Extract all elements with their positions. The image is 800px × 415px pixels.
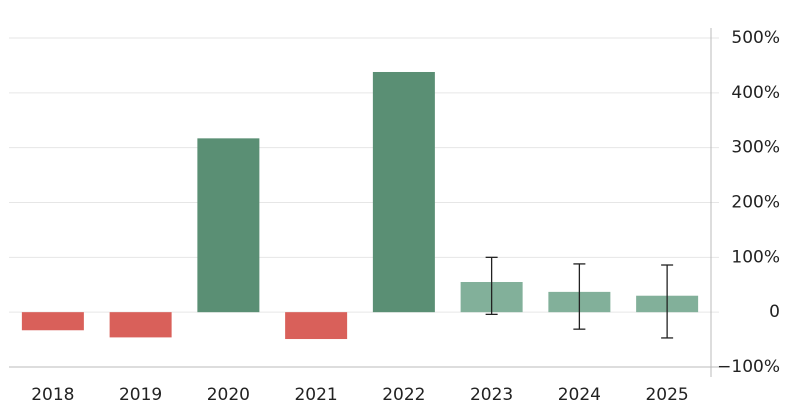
- y-tick-label: 400%: [731, 83, 780, 103]
- y-tick-label: 500%: [731, 28, 780, 48]
- x-tick-label: 2019: [119, 385, 162, 405]
- error-bar: [573, 263, 586, 330]
- x-tick-label: 2025: [645, 385, 688, 405]
- y-tick-label: −100%: [717, 357, 780, 377]
- x-tick-label: 2022: [382, 385, 425, 405]
- y-tick-label: 200%: [731, 193, 780, 213]
- x-tick-label: 2021: [294, 385, 337, 405]
- error-bar: [485, 256, 498, 316]
- bar: [21, 312, 84, 331]
- x-tick-label: 2024: [558, 385, 601, 405]
- x-tick-label: 2018: [31, 385, 74, 405]
- bar: [109, 312, 172, 338]
- bar: [372, 71, 435, 313]
- y-tick-label: 0: [769, 302, 780, 322]
- bar: [197, 138, 260, 313]
- bar: [285, 312, 348, 340]
- y-tick-label: 100%: [731, 247, 780, 267]
- x-tick-label: 2023: [470, 385, 513, 405]
- x-tick-label: 2020: [207, 385, 250, 405]
- error-bar: [661, 264, 674, 339]
- y-tick-label: 300%: [731, 138, 780, 158]
